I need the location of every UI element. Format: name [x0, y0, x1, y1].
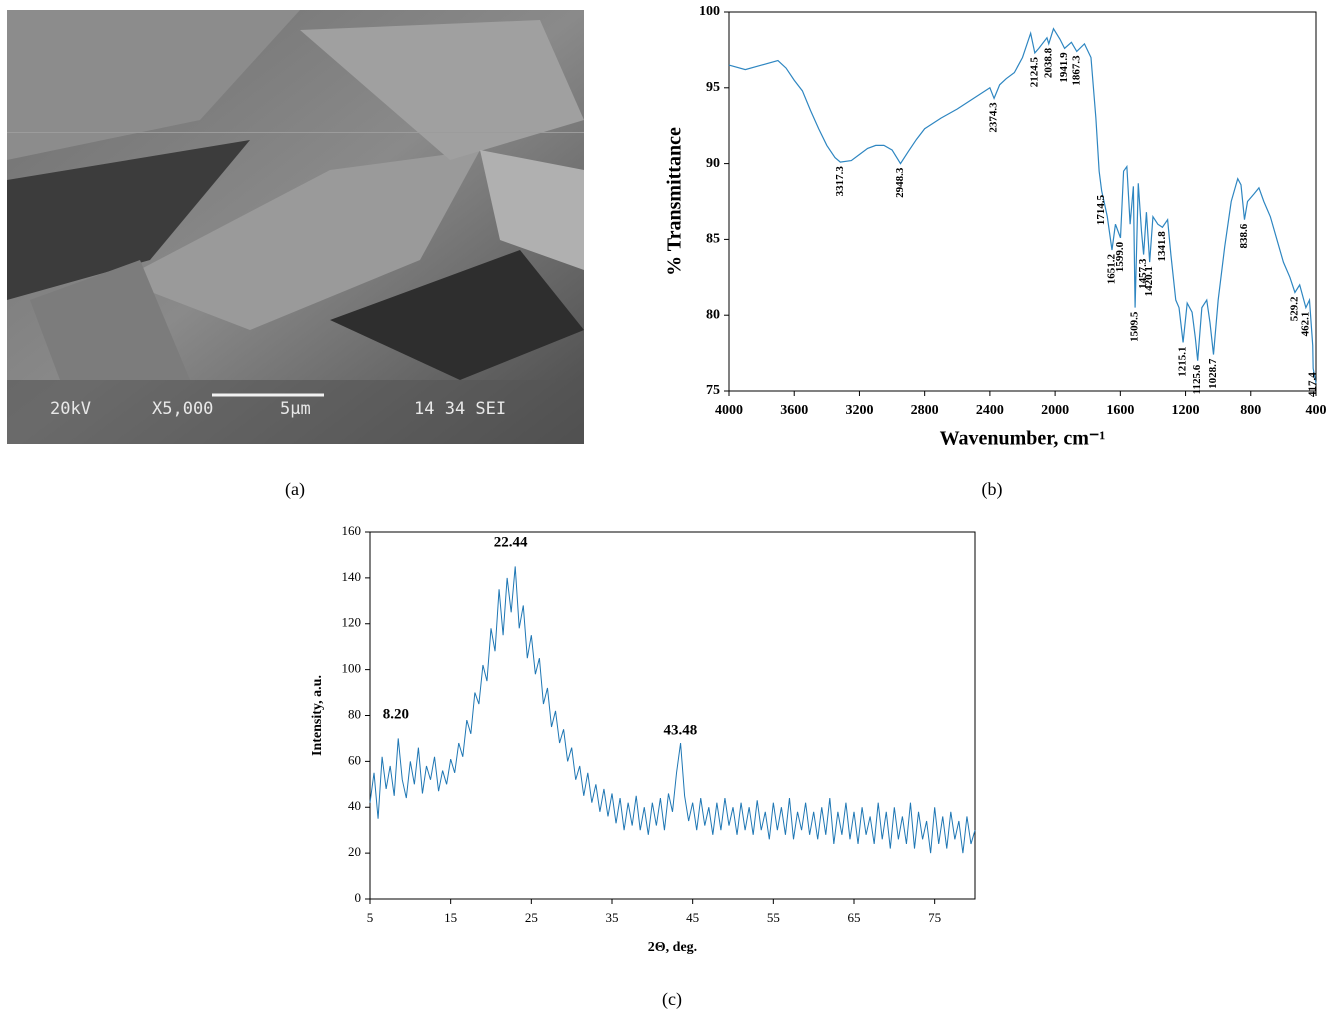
x-tick-label: 1600 [1106, 403, 1134, 418]
x-tick-label: 3200 [845, 403, 873, 418]
x-tick-label: 2400 [976, 403, 1004, 418]
x-tick-label: 45 [686, 910, 699, 925]
peak-label: 43.48 [664, 722, 698, 738]
y-tick-label: 85 [706, 232, 720, 247]
x-tick-label: 15 [444, 910, 457, 925]
x-tick-label: 65 [848, 910, 861, 925]
peak-label: 2948.3 [894, 167, 906, 198]
y-tick-label: 0 [355, 890, 362, 905]
panel-caption: (a) [285, 479, 305, 500]
peak-label: 838.6 [1238, 223, 1250, 248]
x-tick-label: 1200 [1172, 403, 1200, 418]
peak-label: 529.2 [1288, 296, 1300, 321]
y-tick-label: 80 [348, 706, 361, 721]
x-tick-label: 3600 [780, 403, 808, 418]
x-tick-label: 800 [1240, 403, 1261, 418]
x-tick-label: 75 [928, 910, 941, 925]
y-tick-label: 120 [342, 615, 362, 630]
x-tick-label: 400 [1306, 403, 1327, 418]
x-tick-label: 2800 [911, 403, 939, 418]
y-tick-label: 140 [342, 569, 362, 584]
data-line [728, 27, 1317, 384]
x-tick-label: 55 [767, 910, 780, 925]
x-tick-label: 2000 [1041, 403, 1069, 418]
peak-label: 1599.0 [1114, 241, 1126, 272]
peak-label: 2038.8 [1042, 47, 1054, 78]
peak-label: 417.4 [1307, 372, 1319, 397]
peak-label: 462.1 [1299, 312, 1311, 337]
sem-scale: 5µm [280, 399, 311, 419]
panel-caption: (b) [982, 479, 1003, 500]
y-tick-label: 20 [348, 844, 361, 859]
y-tick-label: 100 [342, 661, 362, 676]
peak-label: 1215.1 [1177, 346, 1189, 376]
x-tick-label: 5 [367, 910, 374, 925]
peak-label: 22.44 [494, 534, 528, 550]
peak-label: 1867.3 [1070, 55, 1082, 86]
peak-label: 8.20 [383, 706, 409, 722]
peak-label: 3317.3 [834, 166, 846, 197]
x-axis-title: 2Θ, deg. [648, 940, 697, 955]
sem-voltage: 20kV [50, 399, 91, 419]
peak-label: 1028.7 [1207, 358, 1219, 389]
y-axis-title: Intensity, a.u. [310, 675, 325, 756]
peak-label: 1125.6 [1191, 364, 1203, 394]
plot-frame [369, 531, 976, 900]
y-tick-label: 160 [342, 523, 362, 538]
y-axis-title: % Transmittance [664, 127, 686, 276]
y-tick-label: 75 [706, 383, 720, 398]
peak-label: 1714.5 [1095, 194, 1107, 225]
data-line [369, 566, 976, 854]
y-tick-label: 60 [348, 752, 361, 767]
sem-magnification: X5,000 [152, 399, 213, 419]
y-tick-label: 95 [706, 80, 720, 95]
peak-label: 1457.3 [1137, 258, 1149, 289]
peak-label: 2374.3 [988, 102, 1000, 133]
y-tick-label: 80 [706, 307, 720, 322]
sem-image: 20kV X5,000 5µm 14 34 SEI [7, 10, 584, 444]
y-tick-label: 90 [706, 156, 720, 171]
peak-label: 1509.5 [1129, 311, 1141, 342]
peak-label: 1941.9 [1058, 52, 1070, 83]
x-tick-label: 35 [606, 910, 619, 925]
x-tick-label: 25 [525, 910, 538, 925]
y-tick-label: 40 [348, 798, 361, 813]
y-tick-label: 100 [699, 4, 720, 19]
peak-label: 2124.5 [1028, 56, 1040, 87]
peak-label: 1341.8 [1156, 231, 1168, 262]
x-tick-label: 4000 [715, 403, 743, 418]
panel-caption: (c) [662, 989, 682, 1010]
sem-info: 14 34 SEI [414, 399, 506, 419]
peak-label: 1420.1 [1143, 266, 1155, 296]
x-axis-title: Wavenumber, cm⁻¹ [940, 428, 1106, 450]
peak-label: 1651.2 [1106, 254, 1118, 285]
plot-frame [728, 11, 1317, 392]
